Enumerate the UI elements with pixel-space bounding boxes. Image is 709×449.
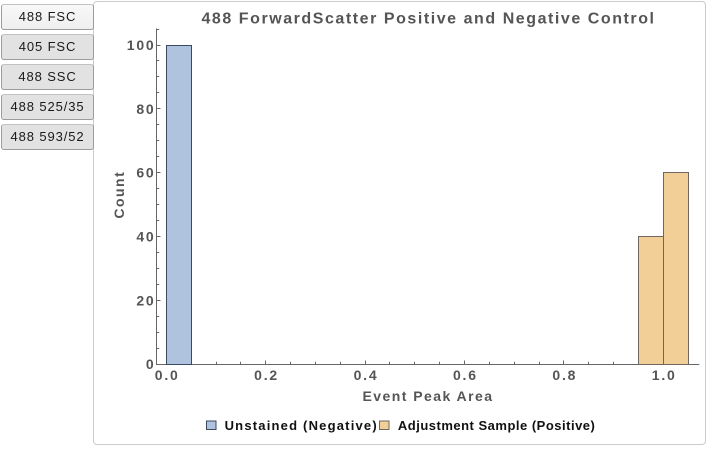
svg-text:Count: Count [111, 171, 127, 219]
svg-text:0: 0 [146, 356, 156, 372]
svg-text:0.4: 0.4 [354, 367, 379, 383]
svg-text:80: 80 [136, 101, 155, 117]
svg-text:0.8: 0.8 [552, 367, 577, 383]
svg-text:40: 40 [136, 229, 155, 245]
svg-text:Adjustment Sample (Positive): Adjustment Sample (Positive) [398, 418, 595, 433]
svg-text:0.6: 0.6 [453, 367, 478, 383]
svg-text:20: 20 [136, 292, 155, 308]
svg-text:60: 60 [136, 165, 155, 181]
svg-text:Event Peak Area: Event Peak Area [363, 388, 494, 404]
svg-text:1.0: 1.0 [652, 367, 677, 383]
svg-text:Unstained (Negative): Unstained (Negative) [225, 418, 378, 433]
svg-text:488 ForwardScatter Positive an: 488 ForwardScatter Positive and Negative… [201, 10, 655, 27]
svg-text:0.2: 0.2 [254, 367, 279, 383]
svg-text:0.0: 0.0 [155, 367, 180, 383]
svg-text:100: 100 [127, 37, 156, 53]
